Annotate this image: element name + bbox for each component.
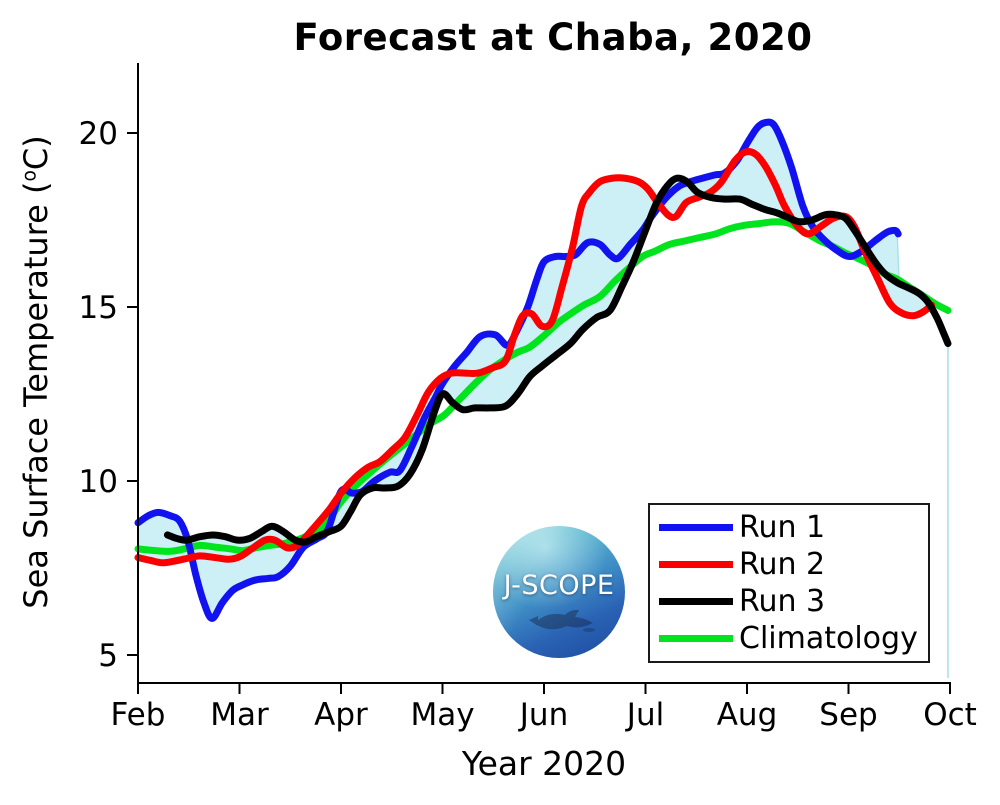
legend-item-run-1: Run 1 [650,510,928,546]
x-tick-label: Jun [518,697,568,733]
legend-line-swatch [659,635,733,642]
fish-icon [529,609,595,632]
chart-title: Forecast at Chaba, 2020 [293,16,813,59]
legend-line-swatch [659,524,733,531]
x-tick-label: Sep [819,697,877,733]
x-tick-label: Apr [314,697,368,733]
series-line-run-2 [134,148,936,567]
legend-label: Run 1 [739,509,826,545]
y-tick-label: 10 [79,464,118,500]
x-tick-label: Oct [923,697,977,733]
y-axis-label: Sea Surface Temperature (oC) [17,135,55,608]
y-axis-label-unit: C) [17,135,55,171]
series-line-run-1 [134,118,902,622]
y-tick-label: 20 [79,116,118,152]
y-axis-label-degree-sup: o [19,170,41,182]
y-tick-label: 15 [79,290,118,326]
x-tick-label: Feb [111,697,166,733]
legend-line-swatch [659,598,733,605]
y-tick-label: 5 [98,638,118,674]
legend: Run 1 Run 2 Run 3 Climatology [648,503,930,663]
legend-line-swatch [659,561,733,568]
legend-item-climatology: Climatology [650,621,928,657]
legend-item-run-2: Run 2 [650,547,928,583]
y-axis-label-text: Sea Surface Temperature ( [17,181,55,609]
jscope-logo-text: J-SCOPE [503,570,615,601]
jscope-logo: J-SCOPE [493,526,625,658]
series-line-run-3 [163,174,952,546]
x-tick-label: May [410,697,474,733]
x-tick-label: Mar [210,697,269,733]
x-axis-label: Year 2020 [461,744,627,783]
legend-label: Climatology [739,620,918,656]
legend-item-run-3: Run 3 [650,584,928,620]
x-tick-label: Jul [625,697,664,733]
legend-label: Run 2 [739,546,826,582]
x-tick-label: Aug [717,697,778,733]
legend-label: Run 3 [739,583,826,619]
